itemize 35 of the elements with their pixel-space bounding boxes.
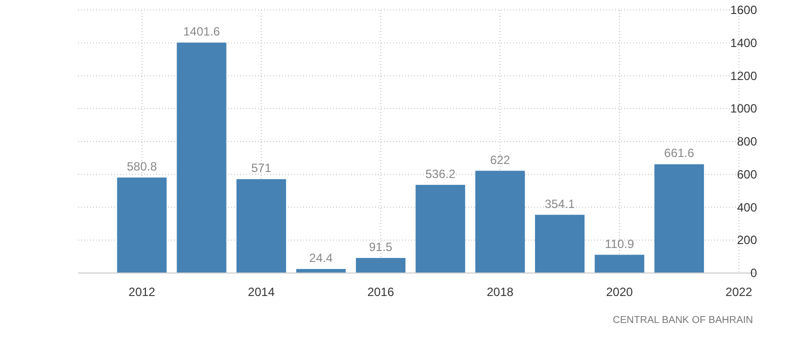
y-tick-label: 600 xyxy=(736,167,758,182)
y-tick-label: 200 xyxy=(736,233,758,248)
x-tick-label: 2012 xyxy=(128,285,156,299)
data-label: 580.8 xyxy=(126,160,158,174)
x-tick-label: 2020 xyxy=(606,285,634,299)
bar xyxy=(416,184,466,273)
data-label: 571 xyxy=(251,161,272,176)
bar xyxy=(654,164,704,273)
data-label: 24.4 xyxy=(309,250,333,265)
bar xyxy=(594,254,644,273)
bar xyxy=(236,179,286,273)
x-tick-label: 2018 xyxy=(486,285,514,299)
data-label: 622 xyxy=(490,152,510,167)
bar xyxy=(117,178,167,273)
bar xyxy=(356,258,406,273)
x-tick-label: 2022 xyxy=(726,285,753,299)
y-tick-label: 0 xyxy=(750,266,758,280)
y-tick-label: 1600 xyxy=(730,3,758,17)
data-label: 536.2 xyxy=(425,166,456,181)
x-tick-label: 2014 xyxy=(248,285,275,299)
text: CENTRAL BANK OF BAHRAIN xyxy=(612,315,753,326)
data-label: 354.1 xyxy=(544,196,576,211)
y-tick-label: 1000 xyxy=(730,102,758,116)
y-tick-label: 1400 xyxy=(730,36,758,50)
bar xyxy=(475,170,525,273)
bar xyxy=(176,42,226,273)
bar xyxy=(535,214,585,273)
y-tick-label: 1200 xyxy=(730,68,758,83)
y-tick-label: 400 xyxy=(736,200,758,214)
data-label: 1401.6 xyxy=(183,24,220,39)
data-label: 661.6 xyxy=(664,146,695,160)
data-label: 110.9 xyxy=(604,236,634,251)
data-label: 91.5 xyxy=(369,240,393,254)
x-tick-label: 2016 xyxy=(367,285,394,299)
y-tick-label: 800 xyxy=(736,134,758,148)
